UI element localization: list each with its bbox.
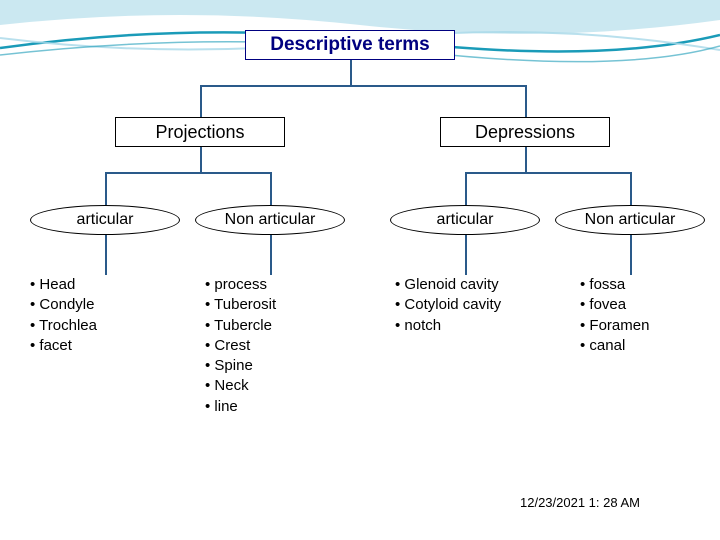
title-box: Descriptive terms (245, 30, 455, 60)
list-item: process (205, 275, 276, 295)
title-text: Descriptive terms (270, 34, 429, 56)
footer-timestamp: 12/23/2021 1: 28 AM (520, 495, 640, 510)
subcat-depressions-articular: articular (390, 205, 540, 235)
list-item: Tubercle (205, 316, 276, 336)
connector-line (465, 172, 467, 205)
list-item: fossa (580, 275, 649, 295)
connector-line (105, 235, 107, 275)
connector-line (105, 172, 107, 205)
list-item: canal (580, 336, 649, 356)
subcat-projections-articular: articular (30, 205, 180, 235)
list-item: Tuberosit (205, 295, 276, 315)
connector-line (270, 235, 272, 275)
category-projections: Projections (115, 117, 285, 147)
list-item: Neck (205, 376, 276, 396)
connector-line (630, 235, 632, 275)
subcat-label: Non articular (585, 211, 676, 229)
connector-line (105, 172, 270, 174)
subcat-label: Non articular (225, 211, 316, 229)
connector-line (270, 172, 272, 205)
list-item: Crest (205, 336, 276, 356)
connector-line (200, 85, 525, 87)
subcat-label: articular (77, 211, 134, 229)
list-item: Spine (205, 356, 276, 376)
connector-line (525, 147, 527, 172)
list-item: Head (30, 275, 97, 295)
list-item: line (205, 397, 276, 417)
subcat-projections-nonarticular: Non articular (195, 205, 345, 235)
subcat-depressions-nonarticular: Non articular (555, 205, 705, 235)
connector-line (525, 85, 527, 117)
list-item: Condyle (30, 295, 97, 315)
subcat-label: articular (437, 211, 494, 229)
list-item: Trochlea (30, 316, 97, 336)
list-item: fovea (580, 295, 649, 315)
list-item: Foramen (580, 316, 649, 336)
category-label: Projections (155, 122, 244, 143)
list-projections-articular: HeadCondyleTrochleafacet (30, 275, 97, 356)
list-projections-nonarticular: processTuberositTubercleCrestSpineNeckli… (205, 275, 276, 417)
connector-line (350, 60, 352, 85)
connector-line (465, 172, 630, 174)
connector-line (200, 147, 202, 172)
connector-line (465, 235, 467, 275)
connector-line (630, 172, 632, 205)
list-item: Glenoid cavity (395, 275, 501, 295)
list-item: notch (395, 316, 501, 336)
list-item: Cotyloid cavity (395, 295, 501, 315)
list-depressions-articular: Glenoid cavityCotyloid cavitynotch (395, 275, 501, 336)
list-depressions-nonarticular: fossafoveaForamencanal (580, 275, 649, 356)
connector-line (200, 85, 202, 117)
category-label: Depressions (475, 122, 575, 143)
list-item: facet (30, 336, 97, 356)
category-depressions: Depressions (440, 117, 610, 147)
